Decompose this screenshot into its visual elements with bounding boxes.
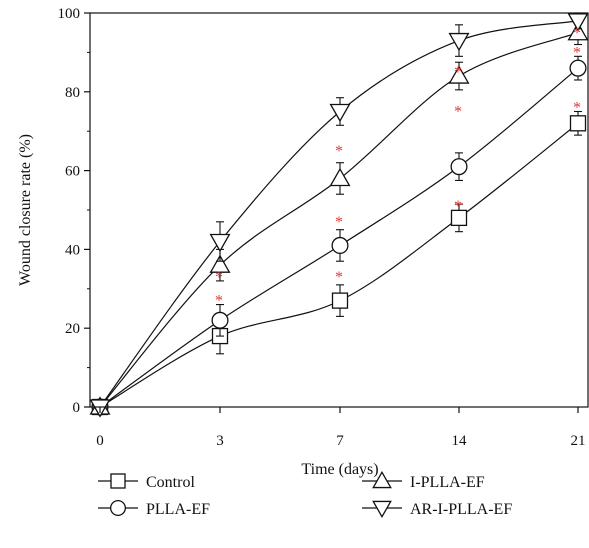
significance-markers: * * * * * * * * * * * <box>215 25 581 310</box>
significance-star: * <box>573 25 581 42</box>
data-point <box>211 311 229 329</box>
y-tick-label: 80 <box>65 85 80 101</box>
legend-marker <box>372 500 392 519</box>
series-line <box>99 20 579 408</box>
data-point <box>448 65 470 84</box>
plot-frame <box>89 12 589 408</box>
significance-star: * <box>215 293 223 310</box>
legend-item-control: Control <box>98 473 195 491</box>
significance-star: * <box>454 104 462 121</box>
significance-star: * <box>573 100 581 117</box>
data-point <box>569 115 587 132</box>
data-point <box>450 209 468 227</box>
x-tick-label: 7 <box>336 433 344 449</box>
data-point <box>329 103 351 123</box>
legend: Control PLLA-EF I-PLLA-EF AR-I-PLLA-EF <box>98 470 512 519</box>
legend-label: AR-I-PLLA-EF <box>410 501 512 518</box>
axes: 0 20 40 60 80 100 0 3 7 14 21 <box>58 6 589 449</box>
y-tick-label: 60 <box>65 164 80 180</box>
legend-marker <box>110 473 126 489</box>
legend-item-ar-i-plla-ef: AR-I-PLLA-EF <box>362 500 512 519</box>
x-tick-label: 0 <box>96 433 104 449</box>
legend-item-i-plla-ef: I-PLLA-EF <box>362 470 485 491</box>
legend-label: I-PLLA-EF <box>410 474 485 491</box>
series-line <box>99 122 579 408</box>
legend-item-plla-ef: PLLA-EF <box>98 499 210 518</box>
data-point <box>209 254 231 273</box>
x-tick-label: 14 <box>452 433 468 449</box>
data-point <box>331 236 349 254</box>
y-axis-title: Wound closure rate (%) <box>17 134 34 286</box>
legend-marker <box>110 499 127 516</box>
legend-marker <box>372 470 392 489</box>
significance-star: * <box>335 143 343 160</box>
y-tick-label: 20 <box>65 321 80 337</box>
data-point <box>450 158 468 176</box>
data-point <box>567 13 589 32</box>
data-point <box>569 59 587 77</box>
y-tick-label: 40 <box>65 242 80 258</box>
y-tick-label: 100 <box>58 6 81 22</box>
data-point <box>209 233 231 253</box>
significance-star: * <box>335 269 343 286</box>
x-tick-label: 3 <box>216 433 224 449</box>
significance-star: * <box>335 214 343 231</box>
data-point <box>331 292 349 309</box>
legend-label: PLLA-EF <box>146 501 210 518</box>
significance-star: * <box>215 269 223 286</box>
data-point <box>329 167 351 187</box>
legend-label: Control <box>146 474 195 491</box>
significance-star: * <box>454 64 462 81</box>
plot-area: * * * * * * * * * * * <box>89 12 589 418</box>
significance-star: * <box>573 44 581 61</box>
data-point <box>448 32 470 52</box>
x-axis-title: Time (days) <box>301 461 378 478</box>
x-tick-label: 21 <box>571 433 586 449</box>
significance-star: * <box>454 198 462 215</box>
y-tick-label: 0 <box>73 400 81 416</box>
